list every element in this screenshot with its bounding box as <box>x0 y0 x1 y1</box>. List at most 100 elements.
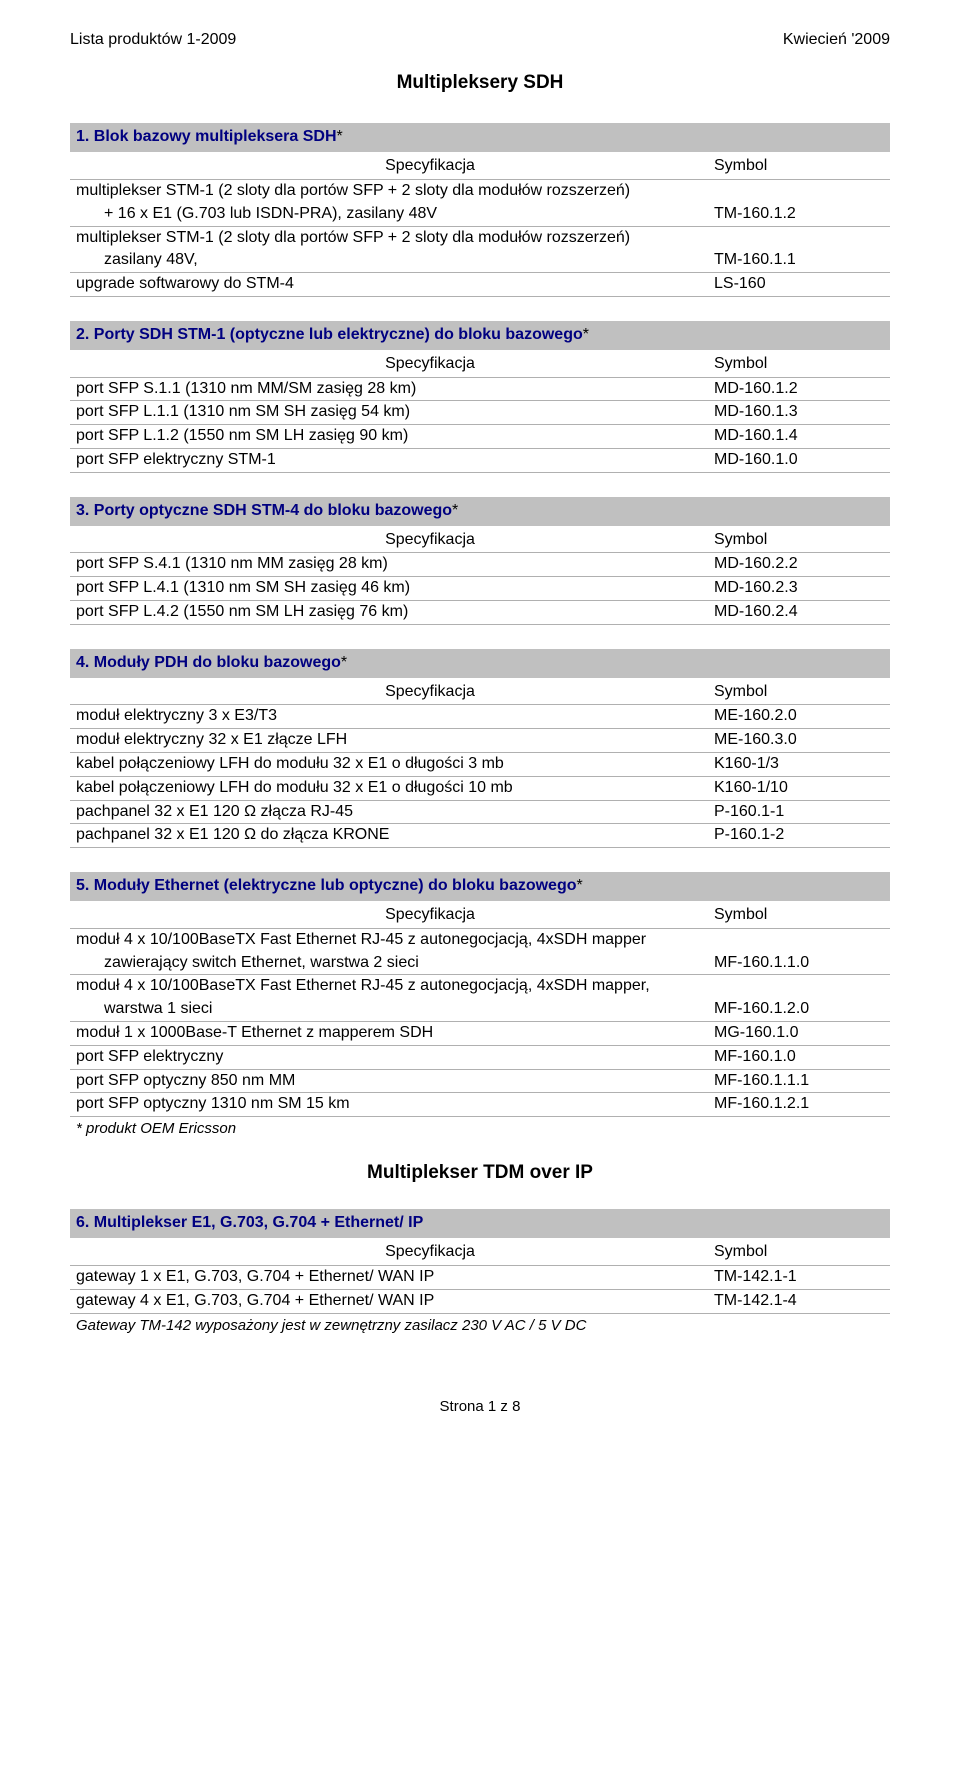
table-row: port SFP elektryczny MF-160.1.0 <box>70 1046 890 1070</box>
spec-header: Specyfikacja <box>76 530 714 551</box>
section-1-title: 1. Blok bazowy multipleksera SDH* <box>70 123 890 152</box>
row-label: moduł elektryczny 32 x E1 złącze LFH <box>76 730 714 751</box>
row-label: moduł 4 x 10/100BaseTX Fast Ethernet RJ-… <box>76 930 714 951</box>
row-label: port SFP elektryczny STM-1 <box>76 450 714 471</box>
table-row: moduł 1 x 1000Base-T Ethernet z mapperem… <box>70 1022 890 1046</box>
star-icon: * <box>341 654 347 671</box>
row-value: MF-160.1.2.0 <box>714 999 884 1020</box>
column-header-row: Specyfikacja Symbol <box>70 680 890 706</box>
row-label: port SFP L.4.1 (1310 nm SM SH zasięg 46 … <box>76 578 714 599</box>
row-label: moduł 1 x 1000Base-T Ethernet z mapperem… <box>76 1023 714 1044</box>
section-5-title-text: 5. Moduły Ethernet (elektryczne lub opty… <box>76 877 577 894</box>
table-row: upgrade softwarowy do STM-4 LS-160 <box>70 273 890 297</box>
table-row: moduł 4 x 10/100BaseTX Fast Ethernet RJ-… <box>70 975 890 998</box>
row-value: TM-142.1-4 <box>714 1291 884 1312</box>
row-value: MF-160.1.2.1 <box>714 1094 884 1115</box>
section-4-title: 4. Moduły PDH do bloku bazowego* <box>70 649 890 678</box>
table-row: gateway 4 x E1, G.703, G.704 + Ethernet/… <box>70 1290 890 1314</box>
row-label: zasilany 48V, <box>76 250 714 271</box>
table-row: port SFP S.4.1 (1310 nm MM zasięg 28 km)… <box>70 553 890 577</box>
row-value: LS-160 <box>714 274 884 295</box>
row-value: MD-160.2.3 <box>714 578 884 599</box>
section-2-title-text: 2. Porty SDH STM-1 (optyczne lub elektry… <box>76 326 583 343</box>
row-label: kabel połączeniowy LFH do modułu 32 x E1… <box>76 778 714 799</box>
section-4-title-text: 4. Moduły PDH do bloku bazowego <box>76 654 341 671</box>
table-row: port SFP optyczny 850 nm MM MF-160.1.1.1 <box>70 1070 890 1094</box>
table-row: port SFP elektryczny STM-1MD-160.1.0 <box>70 449 890 473</box>
row-value: K160-1/3 <box>714 754 884 775</box>
table-row: moduł 4 x 10/100BaseTX Fast Ethernet RJ-… <box>70 929 890 952</box>
row-value: K160-1/10 <box>714 778 884 799</box>
row-value <box>714 976 884 997</box>
row-value: MD-160.1.4 <box>714 426 884 447</box>
table-row: port SFP L.1.2 (1550 nm SM LH zasięg 90 … <box>70 425 890 449</box>
section-6-title: 6. Multiplekser E1, G.703, G.704 + Ether… <box>70 1209 890 1238</box>
section-5-title: 5. Moduły Ethernet (elektryczne lub opty… <box>70 872 890 901</box>
table-row: port SFP L.4.1 (1310 nm SM SH zasięg 46 … <box>70 577 890 601</box>
table-row: port SFP L.4.2 (1550 nm SM LH zasięg 76 … <box>70 601 890 625</box>
section-1-title-text: 1. Blok bazowy multipleksera SDH <box>76 128 337 145</box>
table-row: kabel połączeniowy LFH do modułu 32 x E1… <box>70 753 890 777</box>
row-label: multiplekser STM-1 (2 sloty dla portów S… <box>76 181 714 202</box>
table-row: multiplekser STM-1 (2 sloty dla portów S… <box>70 227 890 250</box>
table-row: zasilany 48V, TM-160.1.1 <box>70 249 890 273</box>
row-value: MD-160.1.2 <box>714 379 884 400</box>
row-label: port SFP optyczny 850 nm MM <box>76 1071 714 1092</box>
table-row: moduł elektryczny 3 x E3/T3ME-160.2.0 <box>70 705 890 729</box>
section-6-footnote: Gateway TM-142 wyposażony jest w zewnętr… <box>70 1314 890 1338</box>
row-label: gateway 1 x E1, G.703, G.704 + Ethernet/… <box>76 1267 714 1288</box>
spec-header: Specyfikacja <box>76 682 714 703</box>
symbol-header: Symbol <box>714 354 884 375</box>
table-row: kabel połączeniowy LFH do modułu 32 x E1… <box>70 777 890 801</box>
spec-header: Specyfikacja <box>76 354 714 375</box>
row-value: ME-160.2.0 <box>714 706 884 727</box>
main-title: Multipleksery SDH <box>70 71 890 96</box>
row-label: moduł 4 x 10/100BaseTX Fast Ethernet RJ-… <box>76 976 714 997</box>
row-value <box>714 930 884 951</box>
column-header-row: Specyfikacja Symbol <box>70 352 890 378</box>
row-value: MD-160.1.0 <box>714 450 884 471</box>
row-label: kabel połączeniowy LFH do modułu 32 x E1… <box>76 754 714 775</box>
row-label: + 16 x E1 (G.703 lub ISDN-PRA), zasilany… <box>76 204 714 225</box>
row-value <box>714 181 884 202</box>
section-6-title-text: 6. Multiplekser E1, G.703, G.704 + Ether… <box>76 1214 423 1231</box>
row-value: MF-160.1.1.0 <box>714 953 884 974</box>
spec-header: Specyfikacja <box>76 156 714 177</box>
table-row: pachpanel 32 x E1 120 Ω do złącza KRONEP… <box>70 824 890 848</box>
table-row: port SFP L.1.1 (1310 nm SM SH zasięg 54 … <box>70 401 890 425</box>
page-header: Lista produktów 1-2009 Kwiecień '2009 <box>70 30 890 51</box>
table-row: pachpanel 32 x E1 120 Ω złącza RJ-45P-16… <box>70 801 890 825</box>
spec-header: Specyfikacja <box>76 1242 714 1263</box>
symbol-header: Symbol <box>714 1242 884 1263</box>
symbol-header: Symbol <box>714 156 884 177</box>
row-value: MG-160.1.0 <box>714 1023 884 1044</box>
row-label: port SFP S.1.1 (1310 nm MM/SM zasięg 28 … <box>76 379 714 400</box>
row-value: MF-160.1.0 <box>714 1047 884 1068</box>
row-value: MF-160.1.1.1 <box>714 1071 884 1092</box>
row-value: TM-160.1.1 <box>714 250 884 271</box>
symbol-header: Symbol <box>714 905 884 926</box>
table-row: port SFP optyczny 1310 nm SM 15 km MF-16… <box>70 1093 890 1117</box>
table-row: + 16 x E1 (G.703 lub ISDN-PRA), zasilany… <box>70 203 890 227</box>
row-label: port SFP L.1.2 (1550 nm SM LH zasięg 90 … <box>76 426 714 447</box>
table-row: zawierający switch Ethernet, warstwa 2 s… <box>70 952 890 976</box>
row-label: zawierający switch Ethernet, warstwa 2 s… <box>76 953 714 974</box>
column-header-row: Specyfikacja Symbol <box>70 1240 890 1266</box>
table-row: multiplekser STM-1 (2 sloty dla portów S… <box>70 180 890 203</box>
row-label: pachpanel 32 x E1 120 Ω do złącza KRONE <box>76 825 714 846</box>
row-label: port SFP L.1.1 (1310 nm SM SH zasięg 54 … <box>76 402 714 423</box>
header-left: Lista produktów 1-2009 <box>70 30 236 51</box>
section-3-title-text: 3. Porty optyczne SDH STM-4 do bloku baz… <box>76 502 452 519</box>
star-icon: * <box>583 326 589 343</box>
row-value: TM-160.1.2 <box>714 204 884 225</box>
row-label: pachpanel 32 x E1 120 Ω złącza RJ-45 <box>76 802 714 823</box>
star-icon: * <box>337 128 343 145</box>
column-header-row: Specyfikacja Symbol <box>70 154 890 180</box>
section-5-footnote: * produkt OEM Ericsson <box>70 1117 890 1141</box>
row-label: port SFP L.4.2 (1550 nm SM LH zasięg 76 … <box>76 602 714 623</box>
page-footer: Strona 1 z 8 <box>70 1397 890 1417</box>
page: Lista produktów 1-2009 Kwiecień '2009 Mu… <box>0 0 960 1447</box>
header-right: Kwiecień '2009 <box>783 30 890 51</box>
row-label: port SFP optyczny 1310 nm SM 15 km <box>76 1094 714 1115</box>
row-value: TM-142.1-1 <box>714 1267 884 1288</box>
